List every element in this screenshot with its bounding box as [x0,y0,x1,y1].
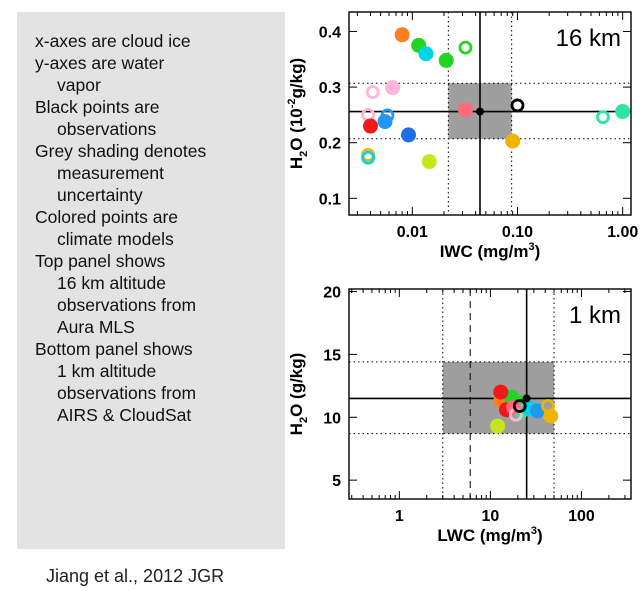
legend-line: observations [57,119,157,139]
observation-point [522,394,531,403]
panel-bottom: 1 10 100 5 10 15 20 LWC (mg/m3) H2O (g/kg) 1 km [287,285,632,545]
model-point [401,127,417,143]
x-tick-label: 1 [395,508,404,525]
y-axis-label: H2O (10-2g/kg) [286,58,310,169]
legend-line: uncertainty [57,185,143,205]
y-tick-label: 10 [323,410,341,427]
model-point [505,133,521,149]
x-tick-label: 100 [568,508,595,525]
y-tick-label: 0.1 [319,191,341,208]
legend-line: Grey shading denotes [35,141,207,161]
citation: Jiang et al., 2012 JGR [46,566,225,586]
legend-line: observations from [57,295,197,315]
model-point [615,104,631,120]
legend-line: measurement [57,163,164,183]
x-tick-label: 0.10 [502,224,533,241]
legend-box: x-axes are cloud ice y-axes are water vapo… [17,12,285,549]
x-tick-label: 0.01 [397,224,428,241]
model-point [490,418,506,434]
model-point [493,384,509,400]
legend-line: 1 km altitude [57,361,157,381]
model-point [457,102,473,118]
legend-line: AIRS & CloudSat [57,405,192,425]
model-point [541,399,555,413]
legend-line: vapor [57,75,101,95]
panel-label: 16 km [556,25,621,52]
model-point [361,150,376,165]
y-tick-label: 0.4 [319,24,341,41]
legend-line: observations from [57,383,197,403]
legend-line: Colored points are [35,207,178,227]
panel-label: 1 km [569,302,621,329]
observation-point [475,107,484,116]
y-tick-label: 5 [332,473,341,490]
y-axis-label: H2O (g/kg) [287,353,310,436]
y-tick-label: 15 [323,347,341,364]
model-point [377,114,393,130]
y-tick-label: 0.3 [319,80,341,97]
legend-line: Top panel shows [35,251,166,271]
model-point [510,98,525,113]
legend-line: x-axes are cloud ice [35,31,191,51]
plot-frame [348,11,632,216]
x-tick-label: 10 [482,508,500,525]
panel-top: 0.01 0.10 1.00 0.1 0.2 0.3 0.4 IWC (mg/m3) H2O (… [286,11,638,261]
legend-line: Aura MLS [57,317,135,337]
x-axis-label: IWC (mg/m3) [440,241,541,261]
model-point [512,399,527,413]
legend-line: 16 km altitude [57,273,166,293]
model-point [418,46,434,62]
legend-line: climate models [57,229,174,249]
x-tick-label: 1.00 [607,224,638,241]
x-axis-label: LWC (mg/m3) [437,525,542,545]
model-point [596,110,610,125]
legend-list: x-axes are cloud ice y-axes are water vapo… [35,30,206,426]
legend-line: y-axes are water [35,53,165,73]
model-point [458,40,473,55]
legend-line: Bottom panel shows [35,339,193,359]
model-point [385,80,401,96]
model-point [438,52,454,68]
y-tick-label: 0.2 [319,136,341,153]
model-point [362,118,378,134]
model-point [421,154,437,170]
model-point [394,27,410,43]
model-point [365,85,380,99]
legend-line: Black points are [35,97,160,117]
y-tick-label: 20 [323,285,341,302]
